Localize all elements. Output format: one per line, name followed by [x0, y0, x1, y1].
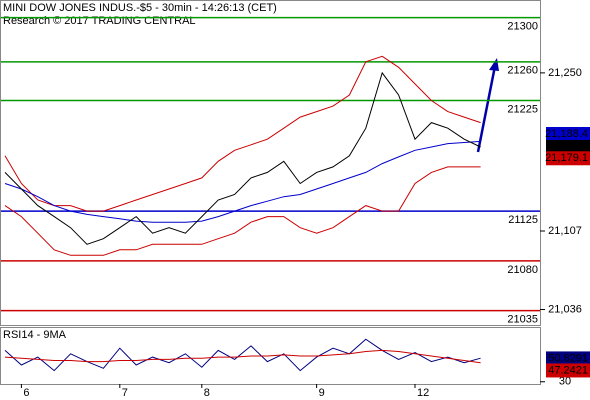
- level-label: 21260: [507, 65, 538, 77]
- y-tick-label: 30: [559, 376, 571, 388]
- last-value-box: [546, 139, 590, 154]
- series-line: [4, 166, 481, 256]
- last-value-box: [546, 126, 590, 141]
- last-value-label: 47.2421: [548, 364, 588, 376]
- level-label: 21300: [507, 20, 538, 32]
- x-tick-label: 6: [23, 387, 29, 399]
- main-frame: [0, 0, 541, 326]
- last-value-box: [546, 151, 590, 166]
- last-value-label: 21,183: [554, 141, 588, 153]
- y-tick-label: 21,107: [548, 225, 582, 237]
- last-value-label: 50.8291: [548, 352, 588, 364]
- series-line: [4, 349, 481, 364]
- series-line: [4, 71, 481, 245]
- x-tick-label: 12: [417, 387, 429, 399]
- x-tick-label: 9: [319, 387, 325, 399]
- level-label: 21225: [507, 103, 538, 115]
- last-value-box: [546, 363, 590, 378]
- last-value-label: 21,179.1: [545, 152, 588, 164]
- forecast-arrow: [476, 65, 497, 153]
- series-line: [4, 338, 481, 372]
- x-tick-label: 8: [204, 387, 210, 399]
- level-label: 21125: [508, 214, 538, 226]
- level-label: 21035: [507, 314, 538, 326]
- chart-title: MINI DOW JONES INDUS.-$5 - 30min - 14:26…: [3, 2, 277, 14]
- y-tick-label: 21,250: [548, 67, 582, 79]
- rsi-title: RSI14 - 9MA: [3, 329, 67, 341]
- y-tick-label: 21,036: [548, 303, 582, 315]
- level-label: 21080: [507, 264, 538, 276]
- last-value-label: 21,188.4: [545, 128, 588, 140]
- series-line: [4, 140, 481, 223]
- series-line: [4, 55, 481, 212]
- x-tick-label: 7: [122, 387, 128, 399]
- last-value-box: [546, 351, 590, 366]
- chart-subtitle: Research © 2017 TRADING CENTRAL: [3, 15, 196, 27]
